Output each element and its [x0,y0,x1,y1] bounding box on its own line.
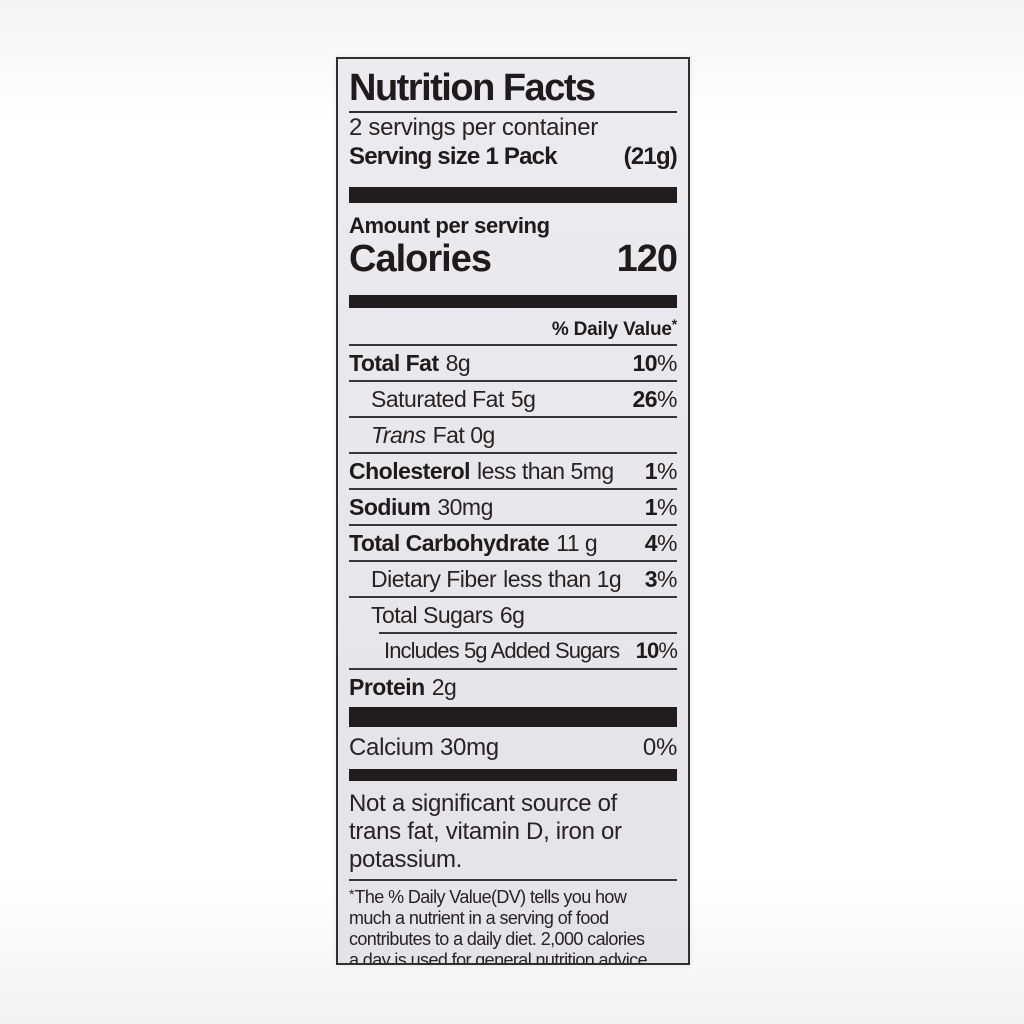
calories-row: Calories 120 [349,238,678,280]
nutrition-facts-label: Nutrition Facts 2 servings per container… [336,57,690,965]
amount-per-serving: Amount per serving [349,213,550,238]
nutrient-row-protein: Protein 2g [349,674,457,700]
servings-per-container: 2 servings per container [349,114,598,141]
separator-bar-medium [349,769,677,781]
separator-bar-medium [349,295,677,308]
divider [349,452,677,454]
serving-size-text: Serving size 1 Pack [349,143,558,170]
daily-value-footnote: *The % Daily Value(DV) tells you how muc… [349,886,652,965]
divider [349,560,677,562]
calories-value: 120 [616,238,678,280]
nutrient-row-added-sugars: Includes 5g Added Sugars 10% [384,638,678,663]
divider [349,380,677,382]
divider [349,488,677,490]
divider [349,416,677,418]
daily-value-header: % Daily Value* [551,316,677,340]
nutrient-row-sodium: Sodium 30mg 1% [349,494,677,520]
label-title: Nutrition Facts [349,67,596,109]
divider [349,879,677,881]
nutrient-row-trans-fat: Trans Fat 0g [371,422,495,448]
nutrient-row-cholesterol: Cholesterol less than 5mg 1% [349,458,677,484]
serving-size-row: Serving size 1 Pack (21g) [349,142,678,171]
divider [349,524,677,526]
divider [349,668,677,670]
nutrient-row-total-sugars: Total Sugars 6g [371,602,525,628]
serving-size-weight: (21g) [623,143,678,170]
separator-bar-thick [349,187,677,203]
not-significant-note: Not a significant source of trans fat, v… [349,790,622,873]
calories-label: Calories [349,238,492,280]
nutrient-row-total-fat: Total Fat 8g 10% [349,350,677,376]
divider-indented [379,632,677,634]
nutrient-row-total-carbohydrate: Total Carbohydrate 11 g 4% [349,530,677,556]
separator-bar-thick [349,707,677,727]
nutrient-row-dietary-fiber: Dietary Fiber less than 1g 3% [371,566,677,592]
divider [349,344,677,346]
divider [349,596,677,598]
divider [349,111,677,113]
nutrient-row-saturated-fat: Saturated Fat 5g 26% [371,386,677,412]
nutrient-row-calcium: Calcium 30mg 0% [349,734,677,761]
